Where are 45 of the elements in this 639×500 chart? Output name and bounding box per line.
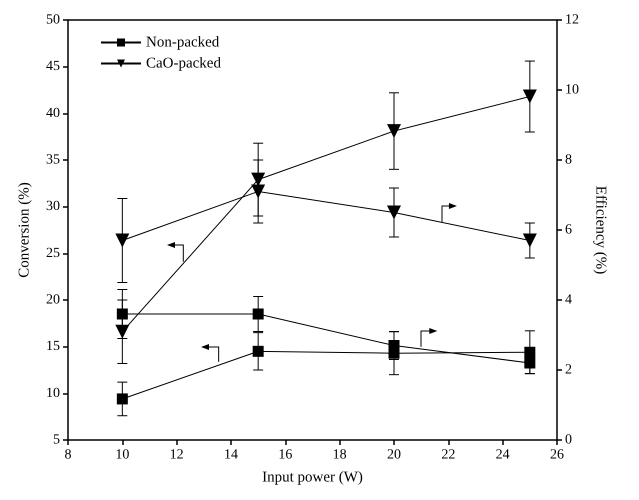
x-tick-label: 14 — [224, 448, 238, 462]
y2-tick-label: 2 — [565, 362, 572, 378]
y-tick-label: 20 — [46, 292, 60, 308]
y2-tick-label: 10 — [565, 82, 579, 98]
legend-label: CaO-packed — [146, 56, 222, 72]
y2-axis-title: Efficiency (%) — [592, 186, 608, 274]
y-tick-label: 15 — [46, 339, 60, 354]
y-tick-label: 5 — [53, 432, 60, 448]
point — [116, 308, 128, 320]
point — [387, 124, 401, 138]
point — [252, 346, 264, 357]
x-tick-label: 26 — [550, 448, 564, 462]
point — [252, 308, 264, 320]
y2-tick-label: 6 — [565, 222, 572, 238]
point — [387, 206, 401, 220]
y-axis-title: Conversion (%) — [16, 182, 32, 278]
x-tick-label: 8 — [64, 448, 72, 462]
y2-tick-label: 4 — [565, 292, 572, 308]
point — [524, 358, 536, 368]
y2-tick-label: 12 — [565, 12, 579, 28]
x-tick-label: 22 — [441, 448, 456, 462]
y-tick-label: 10 — [46, 386, 60, 401]
y-tick-label: 25 — [46, 246, 60, 261]
y-tick-label: 30 — [46, 199, 60, 214]
y-tick-label: 35 — [46, 152, 60, 168]
x-axis-title: Input power (W) — [262, 470, 363, 486]
x-tick-label: 16 — [278, 448, 292, 462]
legend-label: Non-packed — [146, 34, 220, 50]
y-tick-label: 45 — [46, 59, 60, 74]
point — [115, 234, 130, 248]
point — [522, 234, 537, 248]
x-tick-label: 24 — [496, 448, 510, 462]
point — [524, 346, 536, 358]
y2-tick-label: 8 — [565, 152, 572, 168]
y-tick-label: 50 — [46, 12, 60, 28]
x-tick-label: 10 — [115, 448, 130, 462]
x-tick-label: 20 — [387, 448, 401, 462]
point — [115, 324, 130, 339]
y2-tick-label: 0 — [565, 432, 572, 448]
x-tick-label: 18 — [332, 448, 347, 462]
y-tick-label: 40 — [46, 106, 60, 121]
point — [116, 393, 128, 404]
point — [522, 90, 537, 104]
x-tick-label: 12 — [170, 448, 184, 462]
point — [251, 184, 266, 198]
